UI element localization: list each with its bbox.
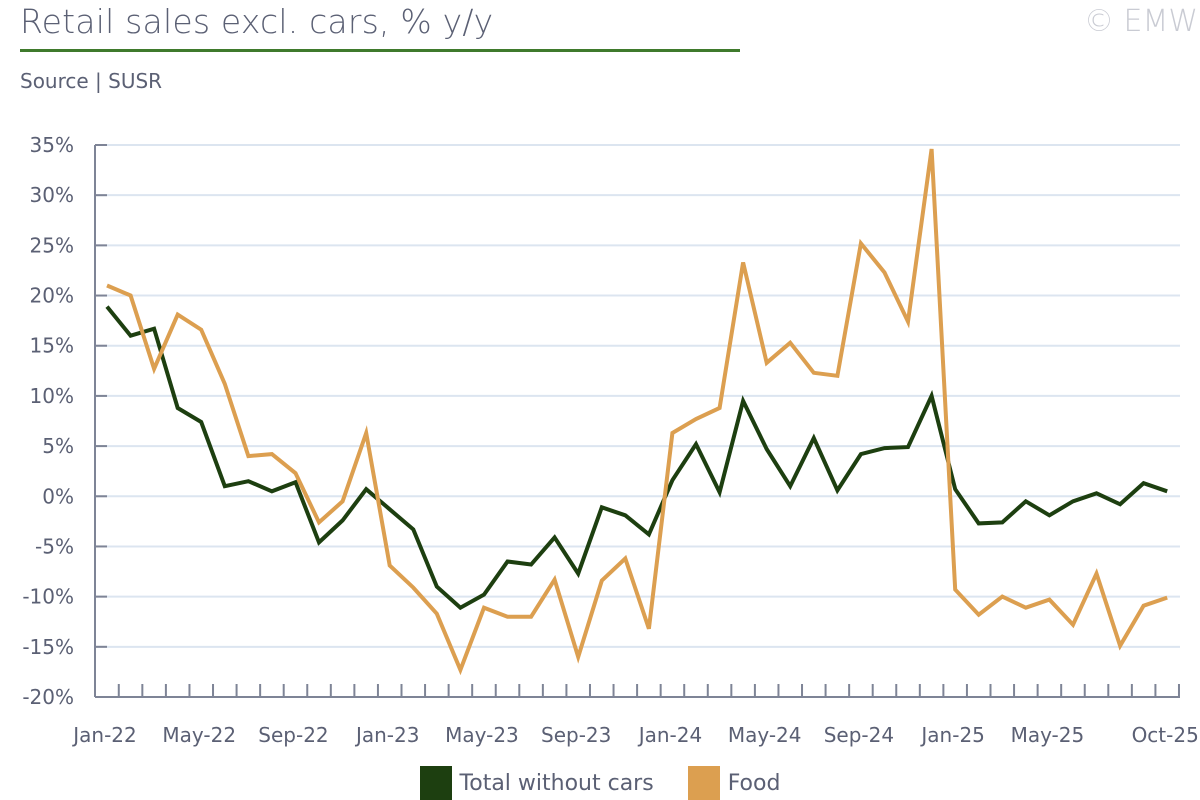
- y-tick-label: -20%: [22, 685, 74, 709]
- y-tick-label: 10%: [30, 384, 74, 408]
- legend-swatch-total: [419, 766, 452, 800]
- y-tick-label: 5%: [42, 434, 74, 458]
- legend-item-food: Food: [687, 766, 781, 800]
- x-tick-label: Sep-22: [258, 723, 328, 747]
- copyright-watermark: © EMW: [1083, 4, 1198, 39]
- x-tick-label: Sep-23: [541, 723, 611, 747]
- x-tick-label: Jan-24: [637, 723, 703, 747]
- y-tick-label: -10%: [22, 585, 74, 609]
- x-tick-label: Jan-23: [354, 723, 420, 747]
- y-tick-label: 35%: [30, 133, 74, 157]
- y-tick-label: -5%: [35, 534, 74, 558]
- legend-label-food: Food: [727, 770, 781, 796]
- legend-item-total: Total without cars: [419, 766, 654, 800]
- title-underline: [20, 49, 740, 52]
- x-tick-label: May-23: [445, 723, 519, 747]
- y-tick-label: 30%: [30, 183, 74, 207]
- x-tick-label: Sep-24: [824, 723, 894, 747]
- chart-title: Retail sales excl. cars, % y/y: [20, 2, 494, 41]
- legend: Total without cars Food: [0, 766, 1200, 800]
- y-tick-label: 20%: [30, 284, 74, 308]
- legend-swatch-food: [687, 766, 720, 800]
- y-tick-label: 25%: [30, 233, 74, 257]
- x-tick-label: Jan-22: [71, 723, 137, 747]
- x-tick-label: May-25: [1011, 723, 1085, 747]
- x-tick-label: May-24: [728, 723, 802, 747]
- series-line-total: [105, 305, 1168, 611]
- source-label: Source | SUSR: [20, 69, 163, 93]
- legend-label-total: Total without cars: [459, 770, 654, 796]
- x-tick-label: Oct-25: [1132, 723, 1199, 747]
- x-tick-label: Jan-25: [919, 723, 985, 747]
- series-line-food: [106, 148, 1168, 676]
- y-tick-label: 15%: [30, 334, 74, 358]
- y-tick-label: -15%: [22, 635, 74, 659]
- x-tick-label: May-22: [162, 723, 236, 747]
- y-tick-label: 0%: [42, 484, 74, 508]
